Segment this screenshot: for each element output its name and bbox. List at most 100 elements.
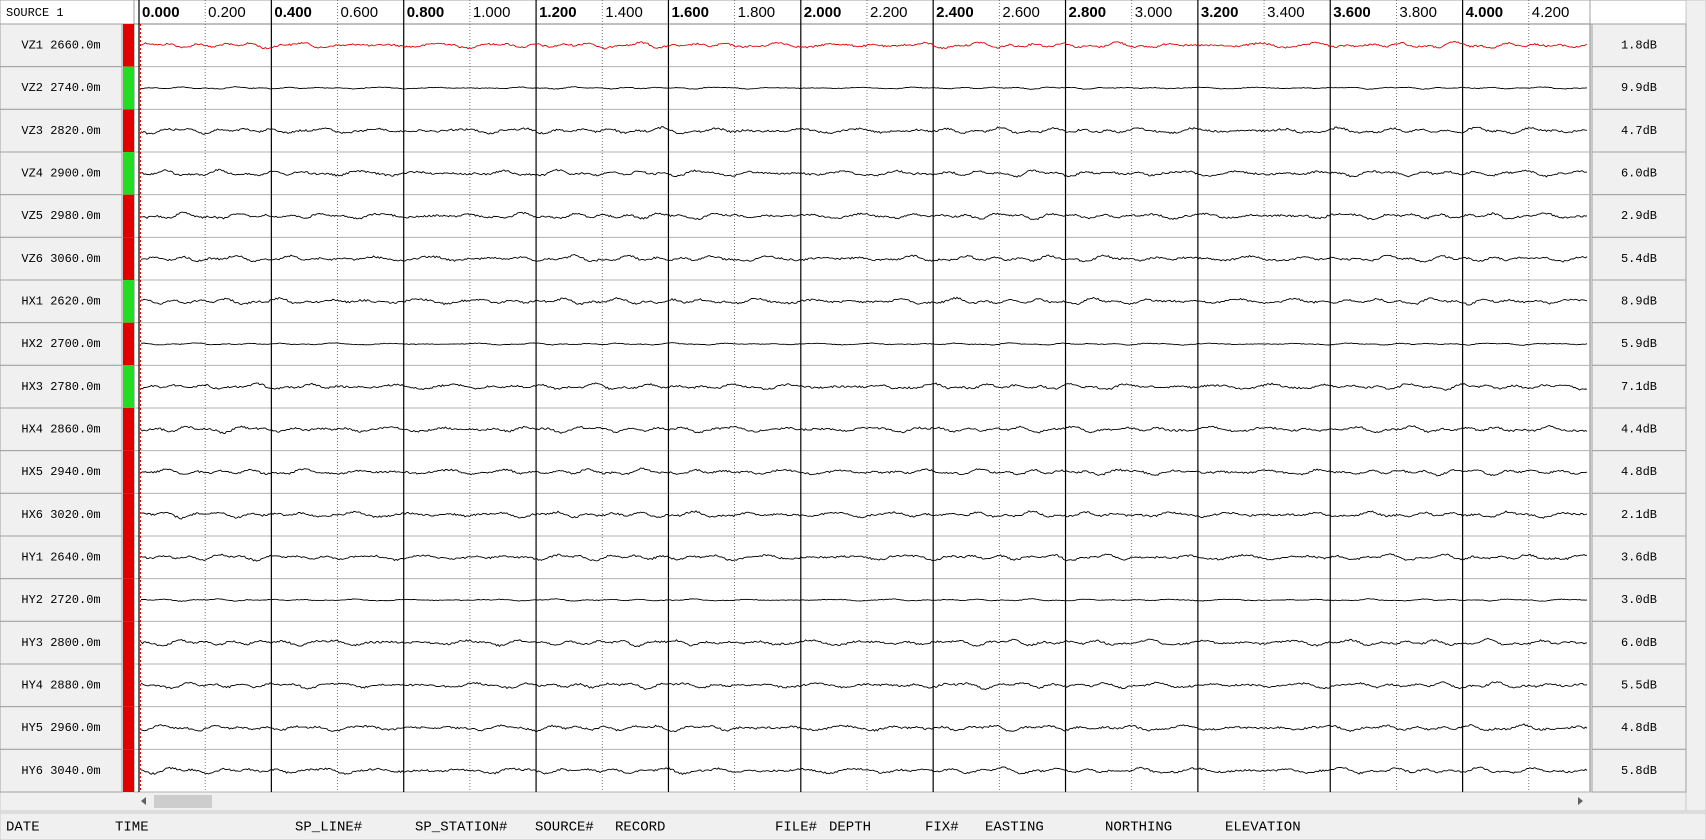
vertical-scrollbar[interactable] <box>1685 0 1706 812</box>
channel-label-cell <box>0 748 123 793</box>
horizontal-scrollbar[interactable] <box>0 791 1687 812</box>
time-tick-label: 4.200 <box>1532 4 1570 21</box>
footer-field: DEPTH <box>829 820 871 836</box>
trace-waveform <box>140 86 1587 90</box>
footer-field: DATE <box>6 820 40 836</box>
gain-cell <box>1591 748 1687 793</box>
gain-cell <box>1591 364 1687 409</box>
channel-status <box>123 664 134 707</box>
gain-cell <box>1591 407 1687 452</box>
footer-field: SOURCE# <box>535 820 594 836</box>
gain-cell <box>1591 450 1687 494</box>
trace-waveform <box>140 41 1588 50</box>
footer-field: FIX# <box>925 820 959 836</box>
channel-label: HY5 2960.0m <box>21 721 100 735</box>
channel-label: VZ2 2740.0m <box>21 81 100 95</box>
footer-field: SP_LINE# <box>295 820 362 836</box>
trace-waveform <box>140 766 1588 776</box>
time-tick-label: 0.600 <box>341 4 379 21</box>
time-tick-label: 2.400 <box>936 4 974 21</box>
trace-waveform <box>140 467 1588 477</box>
channel-label-cell <box>0 194 123 238</box>
scroll-left-arrow[interactable] <box>141 797 146 805</box>
trace-waveform <box>140 296 1588 306</box>
time-tick-label: 1.000 <box>473 4 511 21</box>
time-tick-label: 1.600 <box>671 4 709 21</box>
channel-label-cell <box>0 620 123 665</box>
gain-cell <box>1591 620 1687 665</box>
channel-gain: 5.8dB <box>1621 764 1657 778</box>
gain-cell <box>1591 663 1687 708</box>
channel-label-cell <box>0 66 123 110</box>
time-tick-label: 0.800 <box>407 4 445 21</box>
channel-gain: 8.9dB <box>1621 295 1657 309</box>
footer-field: NORTHING <box>1105 820 1172 836</box>
channel-label-cell <box>0 322 123 366</box>
channel-label: HX6 3020.0m <box>21 508 100 522</box>
channel-status <box>123 621 134 664</box>
channel-label: HY2 2720.0m <box>21 593 100 607</box>
gain-cell <box>1591 194 1687 238</box>
channel-label: HY4 2880.0m <box>21 679 100 693</box>
footer-field: FILE# <box>775 820 817 836</box>
gain-cell <box>1591 279 1687 324</box>
channel-label: HX3 2780.0m <box>21 380 100 394</box>
channel-status <box>123 749 134 792</box>
time-tick-label: 3.000 <box>1135 4 1173 21</box>
footer-field: EASTING <box>985 820 1044 836</box>
gain-cell <box>1591 108 1687 153</box>
channel-status <box>123 237 134 280</box>
channel-label-cell <box>0 578 123 622</box>
footer-bar <box>0 812 1706 840</box>
time-tick-label: 3.800 <box>1399 4 1437 21</box>
channel-label: HX5 2940.0m <box>21 465 100 479</box>
channel-label: VZ5 2980.0m <box>21 209 100 223</box>
trace-waveform <box>140 723 1588 733</box>
channel-gain: 1.8dB <box>1621 39 1657 53</box>
channel-label: HX4 2860.0m <box>21 423 100 437</box>
channel-gain: 7.1dB <box>1621 380 1657 394</box>
time-tick-label: 3.200 <box>1201 4 1239 21</box>
channel-status <box>123 493 134 536</box>
time-tick-label: 2.800 <box>1069 4 1107 21</box>
channel-gain: 9.9dB <box>1621 81 1657 95</box>
time-tick-label: 2.200 <box>870 4 908 21</box>
channel-label-cell <box>0 450 123 494</box>
channel-status <box>123 536 134 579</box>
channel-status <box>123 24 134 67</box>
channel-gain: 3.0dB <box>1621 593 1657 607</box>
time-tick-label: 0.000 <box>142 4 180 21</box>
trace-waveform <box>140 553 1588 562</box>
scroll-thumb[interactable] <box>154 795 212 808</box>
time-tick-label: 3.600 <box>1333 4 1371 21</box>
channel-status <box>123 450 134 494</box>
channel-gain: 4.7dB <box>1621 124 1657 138</box>
time-tick-label: 1.200 <box>539 4 577 21</box>
scroll-right-arrow[interactable] <box>1578 797 1583 805</box>
gain-cell <box>1591 322 1687 366</box>
footer-field: ELEVATION <box>1225 820 1301 836</box>
channel-status <box>123 706 134 750</box>
time-tick-label: 4.000 <box>1466 4 1504 21</box>
channel-label-cell <box>0 407 123 452</box>
channel-status <box>123 578 134 622</box>
channel-label-cell <box>0 706 123 750</box>
channel-label-cell <box>0 492 123 537</box>
channel-gain: 2.9dB <box>1621 209 1657 223</box>
trace-waveform <box>140 168 1588 178</box>
channel-gain: 5.9dB <box>1621 337 1657 351</box>
time-tick-label: 0.200 <box>208 4 246 21</box>
channel-label: HX2 2700.0m <box>21 337 100 351</box>
channel-label: HX1 2620.0m <box>21 295 100 309</box>
time-tick-label: 1.400 <box>605 4 643 21</box>
trace-waveform <box>140 510 1588 520</box>
channel-gain: 6.0dB <box>1621 167 1657 181</box>
channel-status <box>123 280 134 323</box>
channel-label: VZ1 2660.0m <box>21 39 100 53</box>
channel-label: HY1 2640.0m <box>21 551 100 565</box>
time-tick-label: 0.400 <box>274 4 312 21</box>
trace-waveform <box>140 425 1588 434</box>
channel-label-cell <box>0 108 123 153</box>
